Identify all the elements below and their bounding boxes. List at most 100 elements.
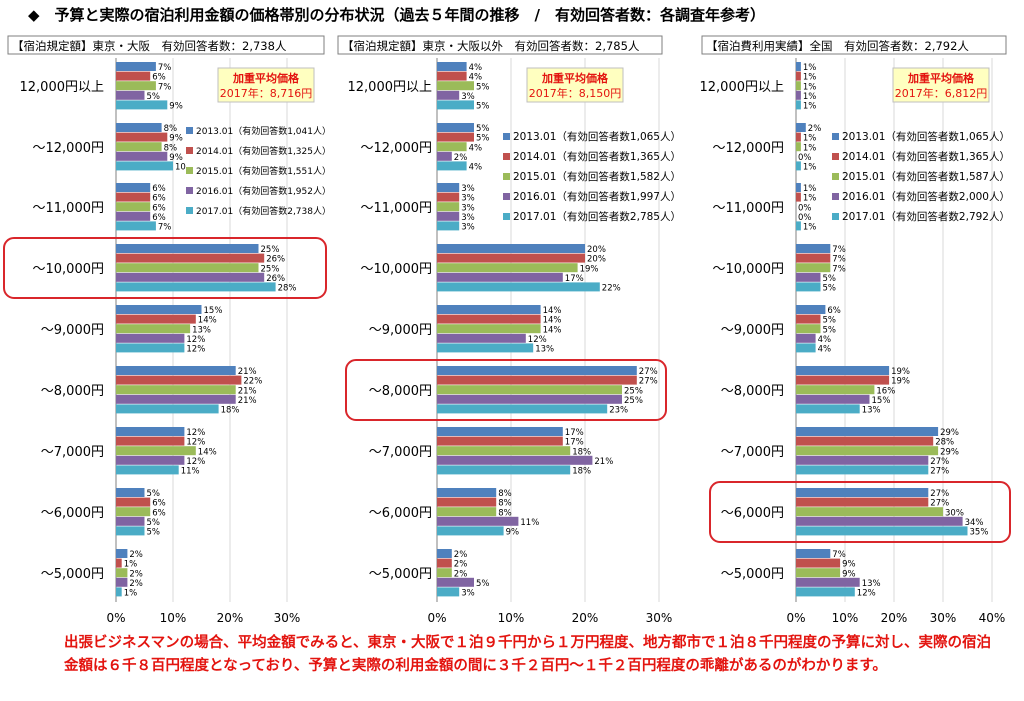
data-label: 0% xyxy=(798,153,812,163)
bar xyxy=(116,132,168,142)
data-label: 6% xyxy=(152,213,166,223)
data-label: 25% xyxy=(624,386,643,396)
panel-header: 【宿泊規定額】東京・大阪 有効回答者数：2,738人 xyxy=(12,39,287,53)
bar xyxy=(796,427,939,436)
legend-entry: 2014.01（有効回答数1,325人） xyxy=(196,145,331,157)
bar xyxy=(116,282,276,292)
data-label: 9% xyxy=(169,153,183,163)
data-label: 7% xyxy=(832,264,846,274)
legend-swatch xyxy=(503,153,510,160)
data-label: 22% xyxy=(243,377,262,387)
category-label: ～6,000円 xyxy=(721,506,784,521)
x-tick-label: 30% xyxy=(930,611,957,625)
legend-swatch xyxy=(186,207,193,214)
category-label: ～9,000円 xyxy=(369,323,432,338)
x-tick-label: 30% xyxy=(274,611,301,625)
bar xyxy=(116,455,185,465)
category-label: ～11,000円 xyxy=(33,201,105,216)
data-label: 29% xyxy=(940,428,959,438)
data-label: 6% xyxy=(152,73,166,83)
bar xyxy=(437,427,563,436)
data-label: 27% xyxy=(639,367,658,377)
category-label: ～7,000円 xyxy=(41,445,104,460)
bar xyxy=(796,314,821,324)
data-label: 3% xyxy=(461,92,475,102)
bar xyxy=(116,324,191,334)
bar xyxy=(437,385,622,395)
bar xyxy=(796,549,831,558)
data-label: 19% xyxy=(891,377,910,387)
category-label: ～6,000円 xyxy=(369,506,432,521)
bar xyxy=(437,62,467,71)
legend-swatch xyxy=(503,213,510,220)
data-label: 7% xyxy=(832,245,846,255)
bar xyxy=(116,81,156,91)
category-label: ～8,000円 xyxy=(369,384,432,399)
category-label: 12,000円以上 xyxy=(348,80,433,95)
bar xyxy=(116,100,168,110)
bar xyxy=(116,253,265,263)
bar xyxy=(116,385,236,395)
highlight-box xyxy=(709,481,1011,543)
badge-value: 2017年：8,716円 xyxy=(220,86,313,100)
badge-title: 加重平均価格 xyxy=(907,71,975,85)
data-label: 21% xyxy=(594,457,613,467)
data-label: 12% xyxy=(186,438,205,448)
data-label: 7% xyxy=(158,82,172,92)
bar xyxy=(437,404,608,414)
data-label: 9% xyxy=(506,528,519,538)
bar xyxy=(796,100,801,110)
data-label: 15% xyxy=(872,396,891,406)
legend-swatch xyxy=(186,167,193,174)
bar xyxy=(116,202,151,212)
bar xyxy=(116,161,173,171)
category-label: 12,000円以上 xyxy=(20,80,105,95)
data-label: 27% xyxy=(930,457,949,467)
bar xyxy=(116,221,156,231)
category-label: ～7,000円 xyxy=(721,445,784,460)
category-label: ～8,000円 xyxy=(41,384,104,399)
data-label: 5% xyxy=(823,325,837,335)
badge-title: 加重平均価格 xyxy=(541,71,609,85)
data-label: 17% xyxy=(565,274,584,284)
data-label: 9% xyxy=(842,569,856,579)
data-label: 2% xyxy=(808,124,822,134)
legend-entry: 2017.01（有効回答者数2,785人） xyxy=(513,210,681,223)
data-label: 5% xyxy=(147,528,161,538)
bar xyxy=(116,465,179,475)
bar xyxy=(796,62,801,71)
badge-title: 加重平均価格 xyxy=(232,71,300,85)
data-label: 17% xyxy=(565,428,584,438)
data-label: 1% xyxy=(803,163,817,173)
bar xyxy=(796,192,801,202)
data-label: 14% xyxy=(543,325,562,335)
bar xyxy=(437,282,600,292)
data-label: 0% xyxy=(798,203,812,213)
data-label: 17% xyxy=(565,438,584,448)
data-label: 3% xyxy=(461,213,475,223)
data-label: 21% xyxy=(238,396,257,406)
data-label: 12% xyxy=(857,589,876,599)
bar xyxy=(796,366,890,375)
bar xyxy=(796,81,801,91)
data-label: 1% xyxy=(803,63,817,73)
category-label: ～5,000円 xyxy=(721,567,784,582)
data-label: 5% xyxy=(476,124,490,134)
bar xyxy=(437,192,460,202)
data-label: 2% xyxy=(454,153,468,163)
data-label: 20% xyxy=(587,255,606,265)
average-price-badge xyxy=(892,67,990,103)
legend-entry: 2013.01（有効回答者数1,065人） xyxy=(513,130,681,143)
x-tick-label: 10% xyxy=(160,611,187,625)
data-label: 0% xyxy=(798,213,812,223)
bar xyxy=(437,253,585,263)
data-label: 5% xyxy=(823,274,837,284)
bar xyxy=(116,577,128,587)
legend-entry: 2013.01（有効回答数1,041人） xyxy=(196,125,331,137)
bar xyxy=(437,436,563,446)
data-label: 2% xyxy=(454,569,468,579)
data-label: 3% xyxy=(461,194,475,204)
data-label: 29% xyxy=(940,447,959,457)
bar xyxy=(437,221,460,231)
bar xyxy=(437,343,534,353)
